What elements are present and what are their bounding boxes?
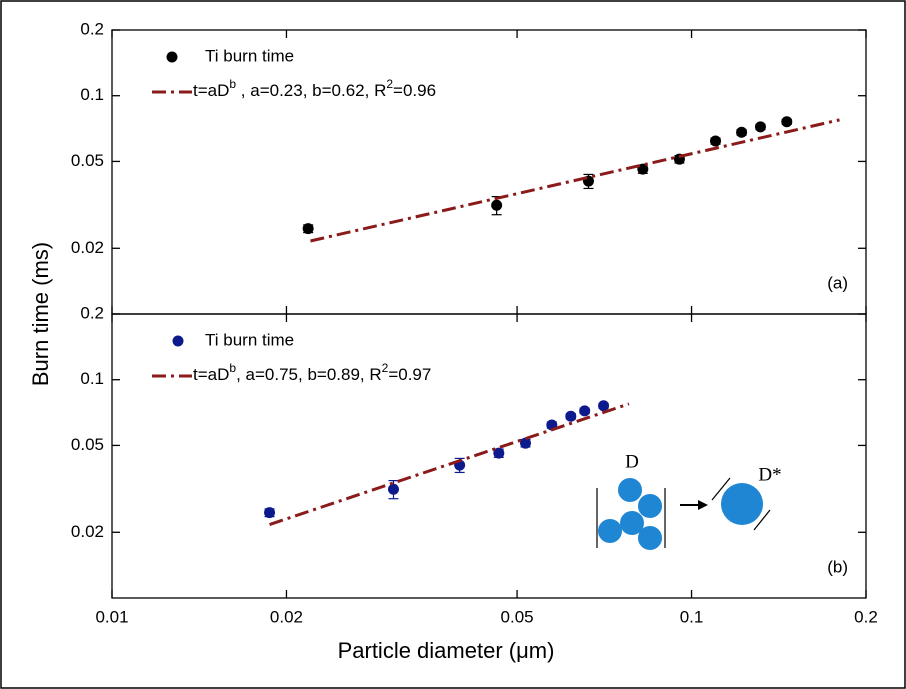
legend-label: Ti burn time (205, 330, 294, 349)
y-axis-label: Burn time (ms) (28, 242, 53, 386)
legend-label-part: t=aD (193, 365, 229, 384)
x-tick-label: 0.2 (854, 607, 878, 626)
data-point (387, 483, 399, 495)
data-point (493, 447, 505, 459)
data-point (754, 121, 766, 133)
inset-particle (638, 494, 662, 518)
data-point (579, 405, 591, 417)
legend-label-part: t=aD (193, 81, 229, 100)
y-tick-label: 0.02 (71, 238, 104, 257)
inset-particle (618, 478, 642, 502)
inset-marker (711, 477, 731, 501)
fit-line (269, 402, 630, 526)
y-tick-label: 0.1 (80, 85, 104, 104)
y-tick-label: 0.05 (71, 435, 104, 454)
data-point (710, 135, 722, 147)
legend-label: Ti burn time (205, 46, 294, 65)
legend-label-part: 2 (386, 77, 393, 91)
inset-label: D (625, 451, 639, 472)
x-tick-label: 0.02 (270, 607, 303, 626)
data-point (598, 400, 610, 412)
y-tick-label: 0.2 (80, 303, 104, 322)
data-point (565, 410, 577, 422)
legend-label-part: , a=0.75, b=0.89, R (236, 365, 382, 384)
data-point (491, 199, 503, 211)
y-tick-label: 0.05 (71, 151, 104, 170)
inset-particle (598, 519, 622, 543)
legend-label-part: , a=0.23, b=0.62, R (236, 81, 386, 100)
y-tick-label: 0.1 (80, 369, 104, 388)
inset-particle (638, 526, 662, 550)
data-point (264, 507, 276, 519)
legend-label-part: =0.96 (393, 81, 436, 100)
legend-label-part: b (229, 77, 236, 91)
x-tick-label: 0.05 (501, 607, 534, 626)
legend-marker (172, 335, 184, 347)
legend-marker (166, 51, 178, 63)
data-point (781, 116, 793, 128)
inset-sphere (721, 483, 763, 525)
legend-label: t=aDb, a=0.75, b=0.89, R2=0.97 (193, 361, 431, 384)
inset-particle (620, 511, 644, 535)
inset-arrowhead (698, 500, 708, 510)
legend-label: t=aDb , a=0.23, b=0.62, R2=0.96 (193, 77, 436, 100)
data-point (519, 437, 531, 449)
inset-marker (753, 509, 771, 531)
data-point (736, 126, 748, 138)
inset-label: D* (758, 464, 781, 485)
panel-label: (b) (827, 557, 848, 576)
legend-label-part: 2 (382, 361, 389, 375)
legend-label-part: =0.97 (388, 365, 431, 384)
fit-line (310, 118, 840, 243)
legend-label-part: b (229, 361, 236, 375)
y-tick-label: 0.02 (71, 522, 104, 541)
inset-diagram: D D* (596, 451, 782, 550)
y-tick-label: 0.2 (80, 19, 104, 38)
plot-area (111, 313, 867, 599)
x-tick-label: 0.1 (680, 607, 704, 626)
x-tick-label: 0.01 (95, 607, 128, 626)
x-axis-label: Particle diameter (μm) (338, 638, 555, 663)
panel-label: (a) (827, 273, 848, 292)
data-point (302, 223, 314, 235)
